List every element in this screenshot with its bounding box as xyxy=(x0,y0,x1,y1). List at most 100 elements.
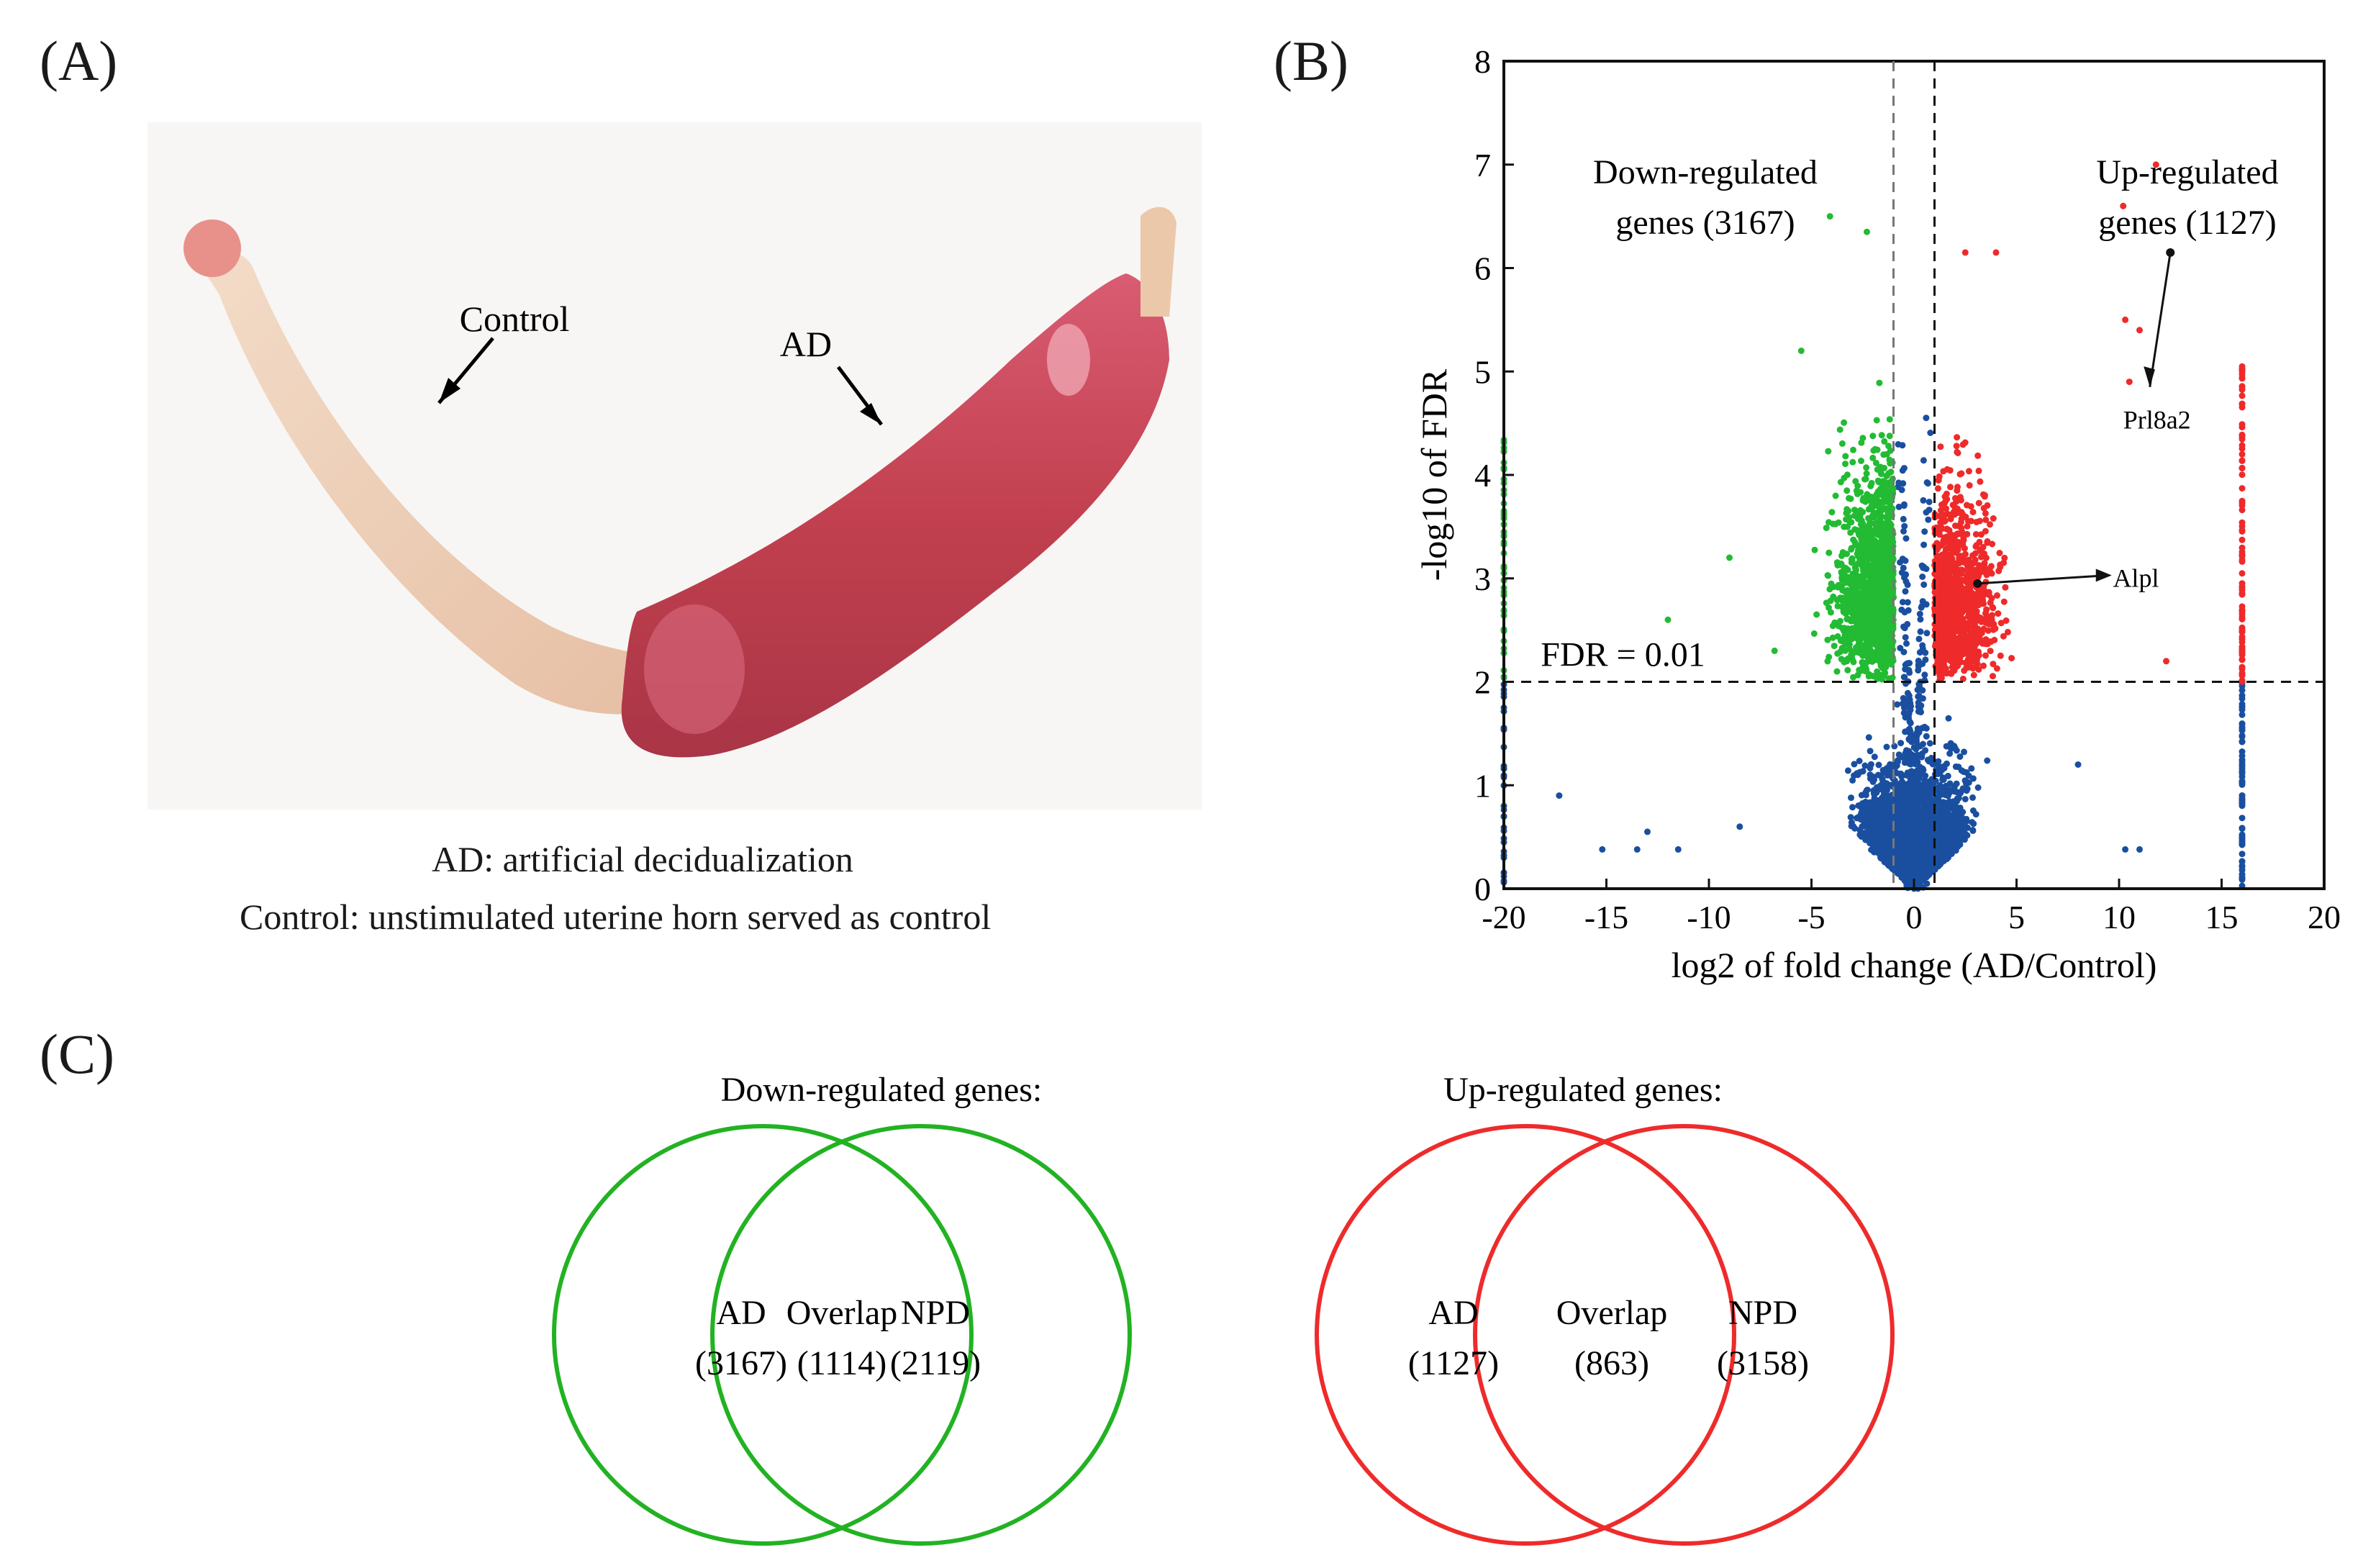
data-point xyxy=(1886,859,1893,866)
data-point xyxy=(1916,842,1923,849)
data-point xyxy=(1919,598,1926,605)
data-point xyxy=(1969,794,1976,801)
data-point xyxy=(1864,524,1872,531)
data-point xyxy=(1851,761,1858,768)
data-point xyxy=(1871,753,1878,761)
data-point xyxy=(1931,863,1938,870)
data-point xyxy=(1875,598,1882,605)
data-point xyxy=(1927,430,1934,436)
data-point xyxy=(1934,815,1941,822)
data-point xyxy=(1843,487,1851,494)
data-point xyxy=(1974,784,1982,791)
data-point xyxy=(1877,486,1884,492)
data-point xyxy=(1875,619,1882,626)
data-point xyxy=(1878,630,1885,638)
uterine-horn-photo: Control AD xyxy=(148,122,1202,810)
data-point xyxy=(1853,590,1860,597)
data-point xyxy=(1880,451,1887,458)
data-point xyxy=(1874,540,1882,546)
data-point xyxy=(1950,798,1957,805)
data-point xyxy=(1870,579,1877,586)
data-point xyxy=(1907,788,1914,795)
data-point xyxy=(1956,811,1963,818)
data-point xyxy=(1856,627,1863,634)
data-point xyxy=(1877,548,1884,555)
data-point xyxy=(1870,828,1877,835)
data-point xyxy=(1856,640,1863,648)
data-point xyxy=(1841,419,1848,426)
data-point xyxy=(1872,632,1879,639)
data-point xyxy=(1869,454,1877,461)
data-point xyxy=(1837,561,1844,568)
data-point xyxy=(1876,648,1883,656)
data-point xyxy=(1920,861,1927,869)
data-point xyxy=(1940,776,1947,783)
data-point xyxy=(1956,841,1964,848)
data-point xyxy=(1813,611,1820,618)
data-point xyxy=(1886,432,1893,440)
data-point xyxy=(1886,456,1893,463)
data-point xyxy=(1922,656,1929,663)
data-point xyxy=(1835,581,1842,589)
data-point xyxy=(1872,568,1878,576)
data-point xyxy=(1919,686,1926,694)
data-point xyxy=(1861,762,1869,769)
data-point xyxy=(1846,587,1854,594)
data-point xyxy=(1916,649,1923,656)
data-point xyxy=(1829,634,1836,641)
data-point xyxy=(1915,707,1923,715)
data-point xyxy=(1920,497,1927,504)
data-point xyxy=(1916,743,1923,750)
data-point xyxy=(1908,753,1915,760)
data-point xyxy=(1844,666,1851,674)
data-point xyxy=(1867,515,1874,522)
data-point xyxy=(1846,494,1852,502)
data-point xyxy=(1872,789,1879,797)
data-point xyxy=(1944,760,1950,767)
data-point xyxy=(1877,559,1884,566)
data-point xyxy=(1920,803,1928,810)
data-point xyxy=(1880,769,1887,776)
data-point xyxy=(1825,549,1833,556)
data-point xyxy=(1977,478,1984,485)
data-point xyxy=(1878,432,1885,439)
data-point xyxy=(1851,512,1858,520)
data-point xyxy=(1900,501,1908,508)
data-point xyxy=(1844,767,1851,774)
data-point xyxy=(1915,784,1923,791)
data-point xyxy=(1824,572,1831,579)
data-point xyxy=(1868,650,1875,656)
data-point xyxy=(1810,630,1818,637)
data-point xyxy=(1913,767,1920,774)
data-point xyxy=(1956,753,1964,760)
data-point xyxy=(1900,515,1907,522)
data-point xyxy=(1884,527,1891,535)
data-point xyxy=(1885,443,1892,450)
data-point xyxy=(1953,443,1960,450)
data-point xyxy=(1900,527,1907,535)
volcano-points xyxy=(1500,161,2246,892)
data-point xyxy=(1901,609,1908,616)
data-point xyxy=(1900,564,1907,571)
data-point xyxy=(1943,743,1950,750)
data-point xyxy=(1926,758,1933,765)
data-point xyxy=(1915,729,1923,736)
data-point xyxy=(1963,769,1970,776)
data-point xyxy=(1859,509,1867,515)
data-point xyxy=(1899,467,1906,474)
data-point xyxy=(1905,667,1913,674)
data-point xyxy=(1859,831,1866,838)
data-point xyxy=(1883,582,1890,589)
data-point xyxy=(1855,530,1862,538)
data-point xyxy=(1834,650,1841,657)
data-point xyxy=(1861,476,1868,483)
data-point xyxy=(1838,568,1845,576)
control-label: Control xyxy=(460,299,570,339)
data-point xyxy=(1903,640,1910,647)
ad-label: AD xyxy=(780,324,832,364)
data-point xyxy=(1943,786,1950,793)
data-point xyxy=(1867,538,1874,545)
data-point xyxy=(1887,522,1895,529)
data-point xyxy=(1877,782,1884,789)
